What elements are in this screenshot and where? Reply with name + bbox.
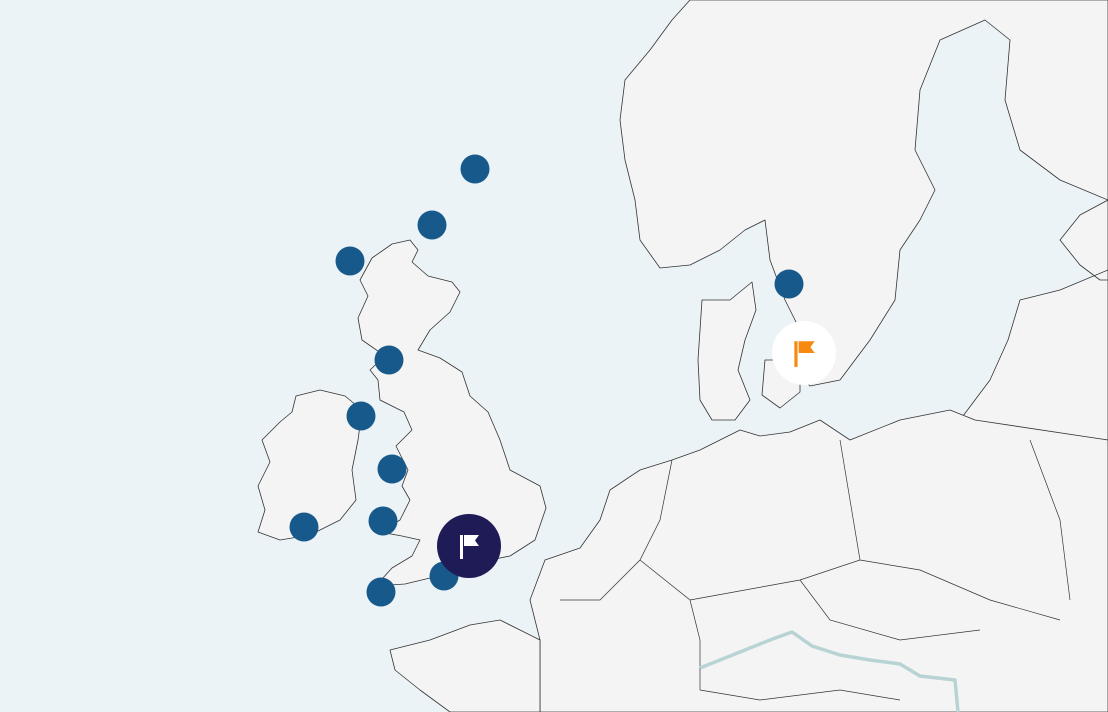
denmark (697, 281, 757, 421)
continental-europe (529, 409, 1108, 712)
great-britain (357, 239, 547, 591)
country-borders (560, 439, 1071, 701)
location-marker[interactable] (289, 512, 319, 542)
location-marker[interactable] (774, 269, 804, 299)
location-marker[interactable] (368, 506, 398, 536)
flag-icon (794, 341, 815, 367)
location-marker[interactable] (377, 454, 407, 484)
scandinavia (619, 0, 1108, 387)
danube-river (699, 630, 960, 712)
location-marker[interactable] (346, 401, 376, 431)
location-marker[interactable] (417, 210, 447, 240)
location-marker[interactable] (335, 246, 365, 276)
destination-marker[interactable] (772, 321, 836, 385)
brittany (389, 619, 541, 712)
location-marker[interactable] (460, 154, 490, 184)
selected-location-marker[interactable] (437, 514, 501, 578)
location-marker[interactable] (366, 577, 396, 607)
finland-baltics (959, 199, 1108, 441)
location-marker[interactable] (374, 345, 404, 375)
flag-icon (460, 535, 479, 559)
